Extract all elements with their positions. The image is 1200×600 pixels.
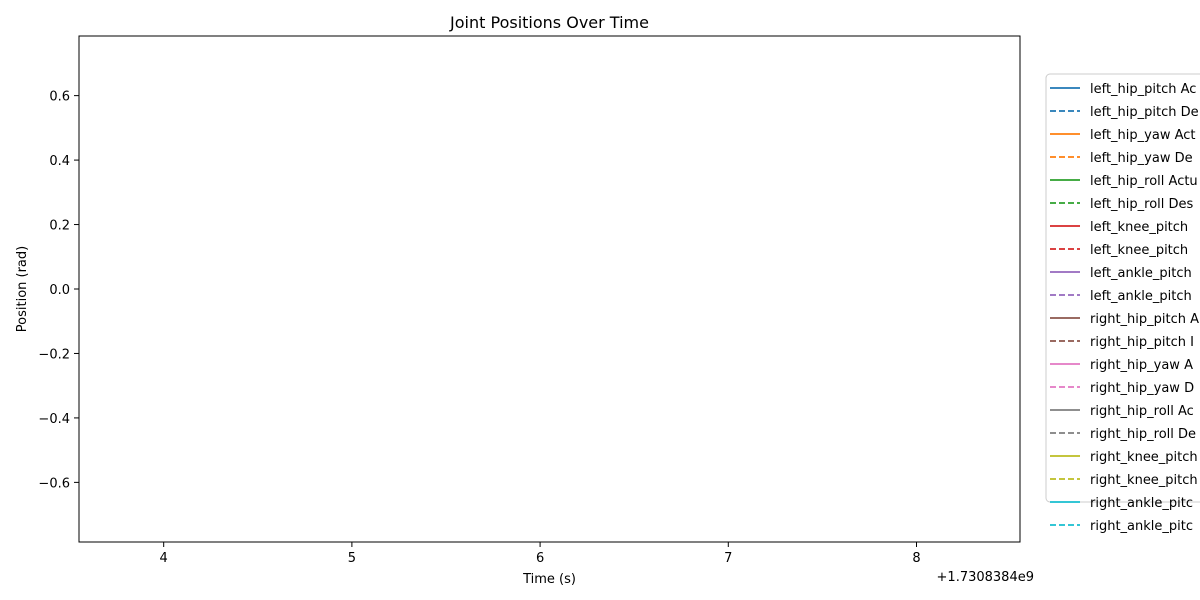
legend-label: left_knee_pitch xyxy=(1090,220,1188,235)
legend-label: left_hip_pitch Ac xyxy=(1090,82,1196,97)
legend-label: left_hip_pitch De xyxy=(1090,105,1199,120)
legend-entries: left_hip_pitch Ac left_hip_pitch De left_h… xyxy=(1050,82,1199,534)
legend-label: left_knee_pitch xyxy=(1090,243,1188,258)
legend-label: right_hip_roll Ac xyxy=(1090,404,1194,419)
legend-label: right_ankle_pitc xyxy=(1090,496,1193,511)
x-axis: 4 5 6 7 8 xyxy=(160,542,921,566)
legend-label: right_hip_yaw A xyxy=(1090,358,1193,373)
chart-title: Joint Positions Over Time xyxy=(449,13,649,32)
legend: left_hip_pitch Ac left_hip_pitch De left_h… xyxy=(1045,73,1200,534)
x-tick-label: 6 xyxy=(536,551,544,566)
x-tick-label: 8 xyxy=(912,551,920,566)
y-tick-label: −0.2 xyxy=(38,347,70,362)
y-tick-label: 0.6 xyxy=(49,90,70,105)
legend-label: left_hip_yaw Act xyxy=(1090,128,1196,143)
y-tick-label: −0.4 xyxy=(38,412,70,427)
legend-frame xyxy=(1045,73,1200,503)
legend-label: left_hip_roll Actu xyxy=(1090,174,1198,189)
y-axis-label: Position (rad) xyxy=(15,246,30,332)
legend-label: left_hip_roll Des xyxy=(1090,197,1194,212)
y-tick-label: 0.2 xyxy=(49,219,70,234)
legend-label: left_ankle_pitch xyxy=(1090,266,1192,281)
y-axis: 0.6 0.4 0.2 0.0 −0.2 −0.4 −0.6 xyxy=(38,90,79,491)
legend-label: right_knee_pitch xyxy=(1090,473,1198,488)
legend-label: right_hip_pitch I xyxy=(1090,335,1194,350)
legend-label: left_ankle_pitch xyxy=(1090,289,1192,304)
x-tick-label: 5 xyxy=(348,551,356,566)
legend-label: right_ankle_pitc xyxy=(1090,519,1193,534)
x-tick-label: 4 xyxy=(160,551,168,566)
x-axis-label: Time (s) xyxy=(522,572,576,587)
legend-label: left_hip_yaw De xyxy=(1090,151,1193,166)
y-tick-label: 0.4 xyxy=(49,154,70,169)
x-offset-label: +1.7308384e9 xyxy=(937,570,1034,585)
legend-label: right_hip_pitch A xyxy=(1090,312,1199,327)
y-tick-label: 0.0 xyxy=(49,283,70,298)
legend-label: right_hip_roll De xyxy=(1090,427,1196,442)
y-tick-label: −0.6 xyxy=(38,476,70,491)
x-tick-label: 7 xyxy=(724,551,732,566)
legend-label: right_knee_pitch xyxy=(1090,450,1198,465)
legend-label: right_hip_yaw D xyxy=(1090,381,1194,396)
